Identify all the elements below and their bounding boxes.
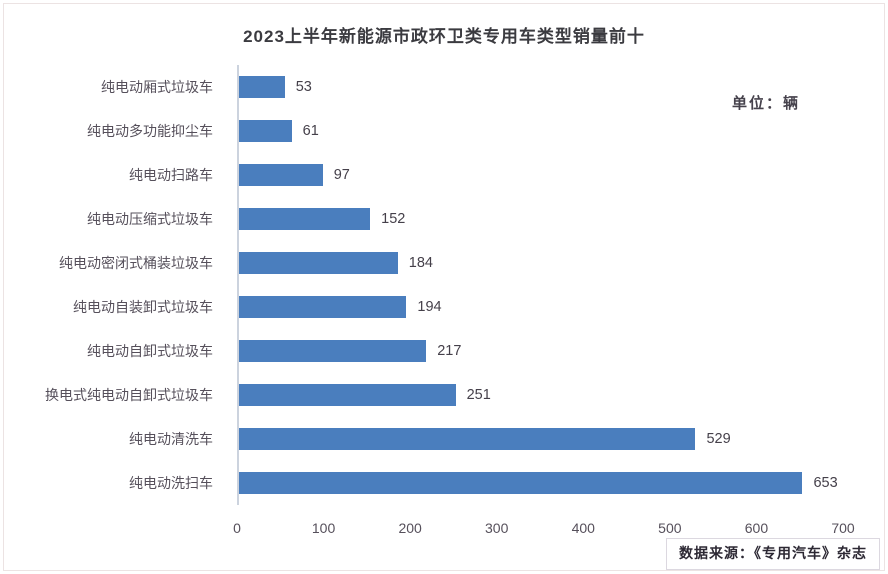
bar bbox=[239, 428, 696, 450]
x-tick-label: 400 bbox=[571, 520, 595, 536]
value-label: 152 bbox=[381, 211, 406, 227]
x-tick-label: 300 bbox=[485, 520, 509, 536]
bar-row: 184 bbox=[239, 241, 843, 285]
x-tick-label: 0 bbox=[233, 520, 241, 536]
category-label: 纯电动扫路车 bbox=[129, 167, 213, 183]
category-label: 纯电动厢式垃圾车 bbox=[101, 79, 213, 95]
value-label: 217 bbox=[437, 343, 462, 359]
plot-area: 53 61 97 152 184 194 217 251 529 653 bbox=[237, 65, 843, 505]
category-label: 纯电动清洗车 bbox=[129, 431, 213, 447]
bar-row: 653 bbox=[239, 461, 843, 505]
value-label: 251 bbox=[466, 387, 491, 403]
bar-row: 152 bbox=[239, 197, 843, 241]
bar-row: 529 bbox=[239, 417, 843, 461]
bar bbox=[239, 208, 371, 230]
value-label: 529 bbox=[706, 431, 731, 447]
bar bbox=[239, 340, 427, 362]
category-label: 纯电动压缩式垃圾车 bbox=[87, 211, 213, 227]
x-tick-label: 700 bbox=[831, 520, 855, 536]
category-label: 纯电动洗扫车 bbox=[129, 475, 213, 491]
value-label: 53 bbox=[295, 79, 312, 95]
bar bbox=[239, 296, 407, 318]
category-label: 纯电动自卸式垃圾车 bbox=[87, 343, 213, 359]
x-tick-label: 500 bbox=[658, 520, 682, 536]
source-note: 数据来源：《专用汽车》杂志 bbox=[666, 538, 880, 570]
bar-row: 217 bbox=[239, 329, 843, 373]
bar-row: 97 bbox=[239, 153, 843, 197]
unit-label: 单位：辆 bbox=[731, 95, 800, 112]
value-label: 184 bbox=[408, 255, 433, 271]
category-label: 换电式纯电动自卸式垃圾车 bbox=[45, 387, 213, 403]
x-axis: 0 100 200 300 400 500 600 700 bbox=[233, 520, 855, 542]
bar-row: 53 bbox=[239, 65, 843, 109]
x-tick-label: 100 bbox=[311, 520, 336, 536]
category-label: 纯电动密闭式桶装垃圾车 bbox=[59, 255, 213, 271]
bar bbox=[239, 472, 803, 494]
value-label: 653 bbox=[813, 475, 838, 491]
category-label: 纯电动自装卸式垃圾车 bbox=[73, 299, 213, 315]
value-label: 61 bbox=[302, 123, 319, 139]
category-axis: 纯电动厢式垃圾车纯电动多功能抑尘车纯电动扫路车纯电动压缩式垃圾车纯电动密闭式桶装… bbox=[0, 65, 225, 505]
bar bbox=[239, 384, 456, 406]
bar bbox=[239, 120, 292, 142]
value-label: 194 bbox=[417, 299, 442, 315]
x-tick-label: 200 bbox=[398, 520, 422, 536]
bar-row: 194 bbox=[239, 285, 843, 329]
chart-title: 2023上半年新能源市政环卫类专用车类型销量前十 bbox=[243, 27, 645, 46]
bar-row: 251 bbox=[239, 373, 843, 417]
bar bbox=[239, 252, 398, 274]
x-tick-label: 600 bbox=[744, 520, 769, 536]
bar bbox=[239, 164, 323, 186]
bar bbox=[239, 76, 285, 98]
category-label: 纯电动多功能抑尘车 bbox=[87, 123, 213, 139]
value-label: 97 bbox=[333, 167, 350, 183]
bar-row: 61 bbox=[239, 109, 843, 153]
